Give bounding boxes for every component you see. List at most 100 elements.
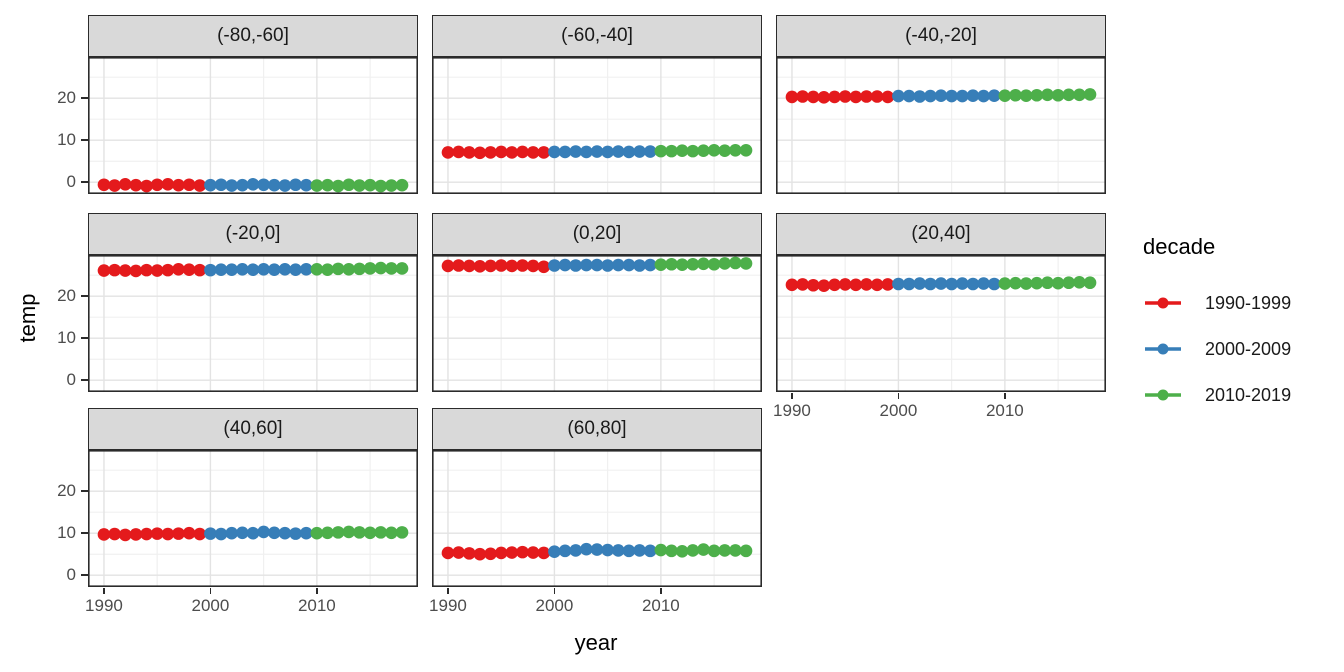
- data-point: [1073, 276, 1086, 289]
- data-point: [462, 146, 476, 159]
- x-tick-label: 2010: [641, 596, 680, 615]
- data-point: [796, 278, 809, 291]
- data-point: [310, 526, 324, 540]
- data-point: [643, 145, 657, 158]
- data-point: [729, 256, 742, 270]
- data-point: [870, 278, 884, 292]
- data-point: [193, 263, 207, 277]
- data-point: [108, 263, 121, 277]
- data-point: [129, 264, 143, 278]
- data-point: [860, 90, 873, 103]
- data-point: [289, 263, 302, 277]
- y-tick-label: 10: [57, 328, 76, 348]
- data-point: [321, 526, 334, 540]
- data-point: [590, 145, 604, 158]
- legend-entry-label: 1990-1999: [1205, 292, 1292, 313]
- data-point: [385, 526, 398, 540]
- y-tick-mark: [81, 97, 88, 99]
- facet-strip: (-40,-20]: [776, 15, 1106, 57]
- data-point: [580, 258, 593, 272]
- y-tick-label: 10: [57, 523, 76, 543]
- data-point: [331, 526, 345, 539]
- data-point: [633, 259, 646, 272]
- legend-title: decade: [1143, 234, 1216, 259]
- y-tick-label: 20: [57, 88, 76, 108]
- data-point: [945, 89, 958, 103]
- y-tick-label: 0: [66, 565, 76, 585]
- data-point: [161, 263, 175, 277]
- facet-strip-label: (40,60]: [223, 418, 283, 439]
- data-point: [707, 544, 721, 558]
- data-point: [569, 544, 583, 557]
- data-point: [654, 543, 668, 557]
- data-point: [1051, 88, 1065, 102]
- data-point: [1030, 276, 1044, 290]
- facet-strip: (60,80]: [432, 408, 762, 450]
- y-tick-label: 0: [66, 370, 76, 390]
- facet-panel: [432, 450, 762, 587]
- data-point: [955, 89, 969, 103]
- data-point: [739, 143, 753, 157]
- data-point: [537, 146, 551, 159]
- data-point: [108, 179, 121, 192]
- data-point: [278, 526, 292, 540]
- y-tick-mark: [81, 379, 88, 381]
- data-point: [902, 277, 916, 291]
- data-point: [118, 528, 132, 542]
- data-point: [204, 527, 217, 540]
- data-point: [665, 257, 678, 271]
- data-point: [707, 143, 721, 157]
- data-point: [516, 145, 529, 159]
- data-point: [257, 178, 270, 192]
- y-tick-mark: [81, 337, 88, 339]
- data-point: [278, 179, 292, 192]
- y-tick-mark: [81, 490, 88, 492]
- data-point: [204, 178, 217, 192]
- facet-panel: [88, 450, 418, 587]
- data-point: [569, 259, 583, 272]
- data-point: [913, 90, 927, 103]
- facet-strip: (-20,0]: [88, 213, 418, 255]
- data-point: [558, 544, 572, 558]
- data-point: [161, 178, 175, 191]
- data-point: [729, 143, 742, 157]
- data-point: [161, 527, 175, 541]
- data-point: [817, 279, 831, 292]
- data-point: [310, 262, 324, 276]
- data-point: [622, 145, 636, 159]
- data-point: [225, 263, 239, 277]
- data-point: [257, 525, 270, 539]
- data-point: [590, 543, 604, 556]
- legend-entry: 1990-1999: [1143, 280, 1291, 326]
- data-point: [785, 278, 799, 292]
- data-point: [473, 547, 487, 561]
- data-point: [172, 262, 185, 276]
- data-point: [484, 146, 497, 159]
- facet-panel: [88, 57, 418, 194]
- data-point: [342, 178, 356, 192]
- facet-strip-label: (-80,-60]: [217, 25, 289, 46]
- y-tick-mark: [81, 139, 88, 141]
- data-point: [870, 90, 884, 103]
- data-point: [601, 145, 614, 159]
- data-point: [331, 179, 345, 193]
- x-tick-label: 2010: [297, 596, 336, 615]
- data-point: [182, 526, 196, 540]
- facet-strip: (20,40]: [776, 213, 1106, 255]
- data-point: [934, 89, 948, 102]
- data-point: [278, 262, 292, 276]
- data-point: [342, 262, 356, 276]
- data-point: [537, 546, 551, 560]
- data-point: [172, 178, 185, 192]
- data-point: [526, 259, 540, 273]
- data-point: [172, 527, 185, 540]
- facet-strip-label: (-20,0]: [225, 223, 281, 244]
- data-point: [611, 544, 625, 557]
- x-tick-label: 1990: [85, 596, 123, 615]
- data-point: [353, 526, 366, 539]
- data-point: [838, 278, 852, 291]
- y-tick-mark: [81, 181, 88, 183]
- data-point: [718, 257, 732, 270]
- data-point: [395, 178, 409, 192]
- data-point: [675, 144, 689, 158]
